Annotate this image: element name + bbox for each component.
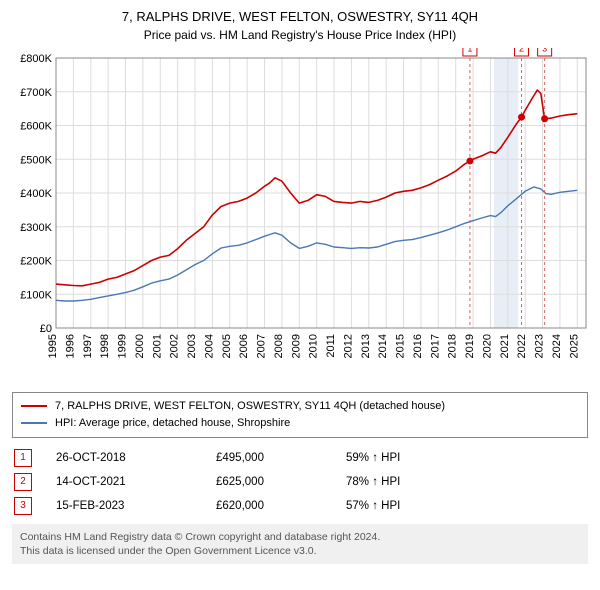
svg-text:2004: 2004 <box>203 334 215 358</box>
svg-text:£100K: £100K <box>20 289 52 301</box>
table-row: 3 15-FEB-2023 £620,000 57% ↑ HPI <box>12 494 588 518</box>
sale-date: 14-OCT-2021 <box>56 476 216 488</box>
svg-text:2011: 2011 <box>325 334 337 358</box>
legend-swatch <box>21 422 47 424</box>
legend-box: 7, RALPHS DRIVE, WEST FELTON, OSWESTRY, … <box>12 392 588 438</box>
svg-text:1: 1 <box>467 48 472 53</box>
svg-text:£700K: £700K <box>20 86 52 98</box>
legend-row: HPI: Average price, detached house, Shro… <box>21 415 579 432</box>
svg-text:2018: 2018 <box>447 334 459 358</box>
sale-hpi-delta: 78% ↑ HPI <box>346 476 400 488</box>
svg-text:2001: 2001 <box>151 334 163 358</box>
line-chart-svg: 1 2 3 £0 £100K £200K £300K £400K £500K £600K £700K… <box>10 48 590 388</box>
table-row: 1 26-OCT-2018 £495,000 59% ↑ HPI <box>12 446 588 470</box>
svg-text:2009: 2009 <box>290 334 302 358</box>
footer-line: This data is licensed under the Open Gov… <box>20 544 580 558</box>
sales-table: 1 26-OCT-2018 £495,000 59% ↑ HPI 2 14-OC… <box>12 446 588 518</box>
svg-text:2020: 2020 <box>481 334 493 358</box>
svg-text:2016: 2016 <box>412 334 424 358</box>
svg-text:£600K: £600K <box>20 120 52 132</box>
sale-price: £620,000 <box>216 500 346 512</box>
svg-text:2006: 2006 <box>238 334 250 358</box>
sale-hpi-delta: 59% ↑ HPI <box>346 452 400 464</box>
svg-text:2021: 2021 <box>499 334 511 358</box>
svg-text:£400K: £400K <box>20 188 52 200</box>
svg-text:2: 2 <box>519 48 524 53</box>
svg-text:1999: 1999 <box>117 334 129 358</box>
figure-container: 7, RALPHS DRIVE, WEST FELTON, OSWESTRY, … <box>0 0 600 574</box>
legend-label: HPI: Average price, detached house, Shro… <box>55 415 290 432</box>
svg-text:2008: 2008 <box>273 334 285 358</box>
svg-text:2023: 2023 <box>534 334 546 358</box>
legend-label: 7, RALPHS DRIVE, WEST FELTON, OSWESTRY, … <box>55 398 445 415</box>
svg-text:2019: 2019 <box>464 334 476 358</box>
svg-text:2000: 2000 <box>134 334 146 358</box>
svg-text:1995: 1995 <box>47 334 59 358</box>
svg-text:£800K: £800K <box>20 53 52 65</box>
svg-text:2002: 2002 <box>169 334 181 358</box>
table-row: 2 14-OCT-2021 £625,000 78% ↑ HPI <box>12 470 588 494</box>
chart-title: 7, RALPHS DRIVE, WEST FELTON, OSWESTRY, … <box>10 8 590 26</box>
sale-number-badge: 1 <box>14 449 32 467</box>
footer-line: Contains HM Land Registry data © Crown c… <box>20 530 580 544</box>
sale-price: £625,000 <box>216 476 346 488</box>
svg-text:3: 3 <box>542 48 547 53</box>
svg-text:2022: 2022 <box>516 334 528 358</box>
svg-text:2005: 2005 <box>221 334 233 358</box>
sale-date: 15-FEB-2023 <box>56 500 216 512</box>
sale-price: £495,000 <box>216 452 346 464</box>
svg-text:1997: 1997 <box>82 334 94 358</box>
attribution-footer: Contains HM Land Registry data © Crown c… <box>12 524 588 564</box>
svg-text:2003: 2003 <box>186 334 198 358</box>
sale-hpi-delta: 57% ↑ HPI <box>346 500 400 512</box>
svg-text:2013: 2013 <box>360 334 372 358</box>
sale-date: 26-OCT-2018 <box>56 452 216 464</box>
svg-text:2025: 2025 <box>568 334 580 358</box>
legend-swatch <box>21 405 47 407</box>
svg-text:2017: 2017 <box>429 334 441 358</box>
svg-text:1998: 1998 <box>99 334 111 358</box>
svg-text:2024: 2024 <box>551 334 563 358</box>
sale-number-badge: 3 <box>14 497 32 515</box>
chart-area: 1 2 3 £0 £100K £200K £300K £400K £500K £600K £700K… <box>10 48 590 388</box>
svg-text:2007: 2007 <box>256 334 268 358</box>
svg-text:2012: 2012 <box>342 334 354 358</box>
svg-text:£300K: £300K <box>20 221 52 233</box>
svg-text:2010: 2010 <box>308 334 320 358</box>
legend-row: 7, RALPHS DRIVE, WEST FELTON, OSWESTRY, … <box>21 398 579 415</box>
svg-text:£500K: £500K <box>20 154 52 166</box>
svg-text:2014: 2014 <box>377 334 389 358</box>
svg-text:2015: 2015 <box>395 334 407 358</box>
chart-subtitle: Price paid vs. HM Land Registry's House … <box>10 28 590 42</box>
sale-number-badge: 2 <box>14 473 32 491</box>
svg-text:£0: £0 <box>40 323 52 335</box>
svg-text:1996: 1996 <box>64 334 76 358</box>
svg-text:£200K: £200K <box>20 255 52 267</box>
